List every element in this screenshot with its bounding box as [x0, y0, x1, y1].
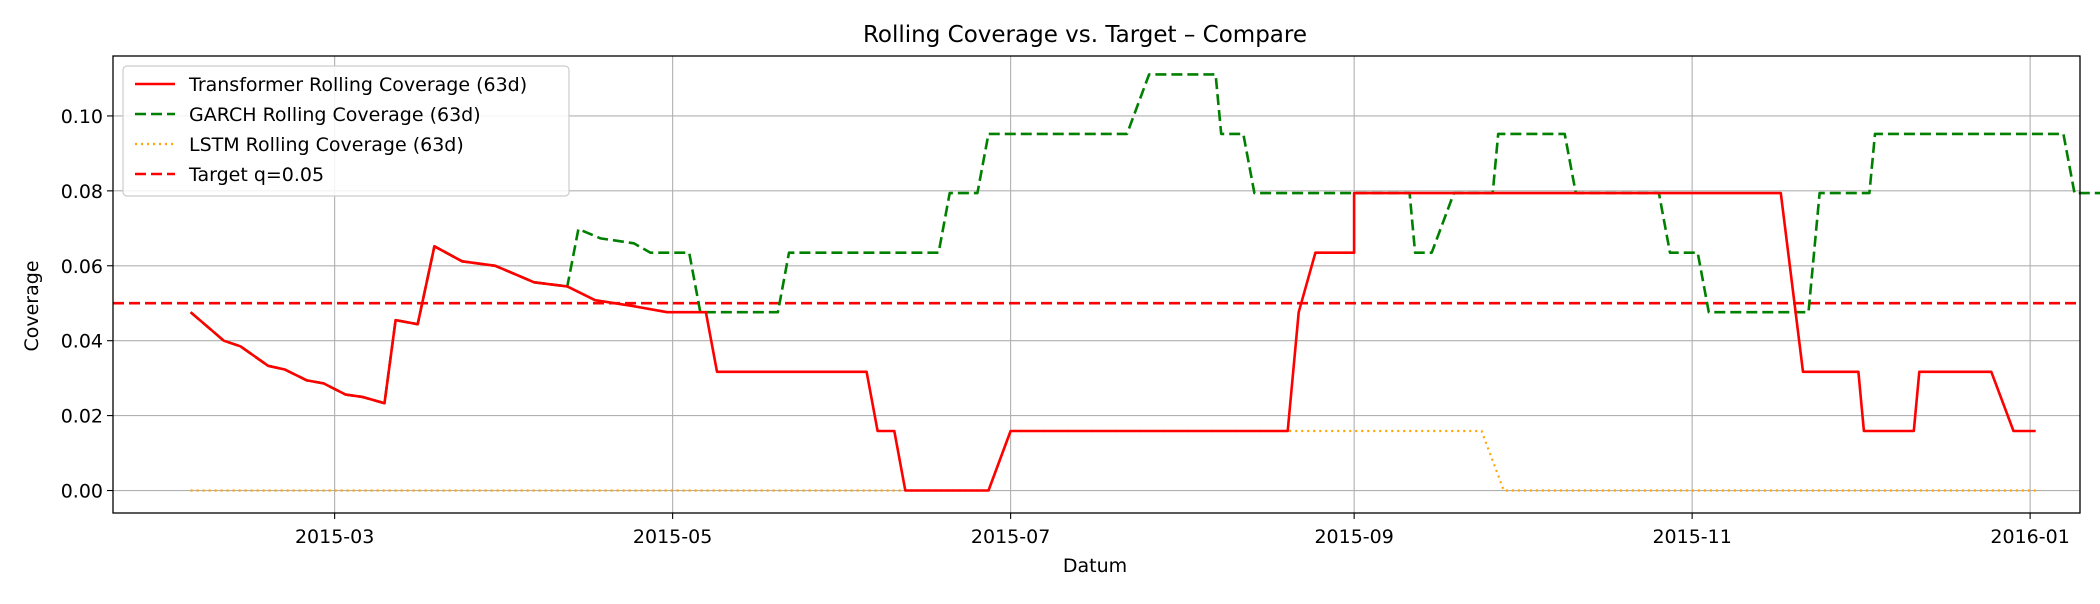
chart-title: Rolling Coverage vs. Target – Compare [863, 22, 1307, 48]
ticks-layer: 2015-03 2015-05 2015-07 2015-09 2015-11 2016-… [61, 106, 2070, 548]
y-tick-label: 0.06 [61, 256, 103, 278]
x-tick-label: 2015-03 [295, 526, 374, 548]
y-tick-label: 0.04 [61, 331, 103, 353]
legend-box [122, 65, 570, 197]
x-tick-label: 2016-01 [1990, 526, 2069, 548]
y-axis-label: Coverage [21, 260, 43, 351]
series-layer [189, 73, 2100, 492]
legend-label: LSTM Rolling Coverage (63d) [189, 134, 464, 156]
transformer-series-line [189, 191, 2036, 492]
y-tick-label: 0.08 [61, 181, 103, 203]
y-tick-label: 0.10 [61, 106, 103, 128]
legend: Transformer Rolling Coverage (63d) GARCH … [122, 65, 570, 197]
legend-target: Target q=0.05 [135, 164, 324, 186]
x-tick-label: 2015-05 [633, 526, 712, 548]
y-tick-label: 0.00 [61, 481, 103, 503]
legend-label: Transformer Rolling Coverage (63d) [188, 74, 527, 96]
legend-label: Target q=0.05 [188, 164, 324, 186]
legend-label: GARCH Rolling Coverage (63d) [189, 104, 481, 126]
x-tick-label: 2015-11 [1652, 526, 1731, 548]
x-tick-label: 2015-07 [971, 526, 1050, 548]
legend-lstm: LSTM Rolling Coverage (63d) [135, 134, 464, 156]
legend-transformer: Transformer Rolling Coverage (63d) [135, 74, 527, 96]
x-axis-label: Datum [1063, 555, 1127, 577]
y-tick-label: 0.02 [61, 406, 103, 428]
legend-garch: GARCH Rolling Coverage (63d) [135, 104, 481, 126]
plot-frame [112, 55, 2081, 514]
x-tick-label: 2015-09 [1314, 526, 1393, 548]
